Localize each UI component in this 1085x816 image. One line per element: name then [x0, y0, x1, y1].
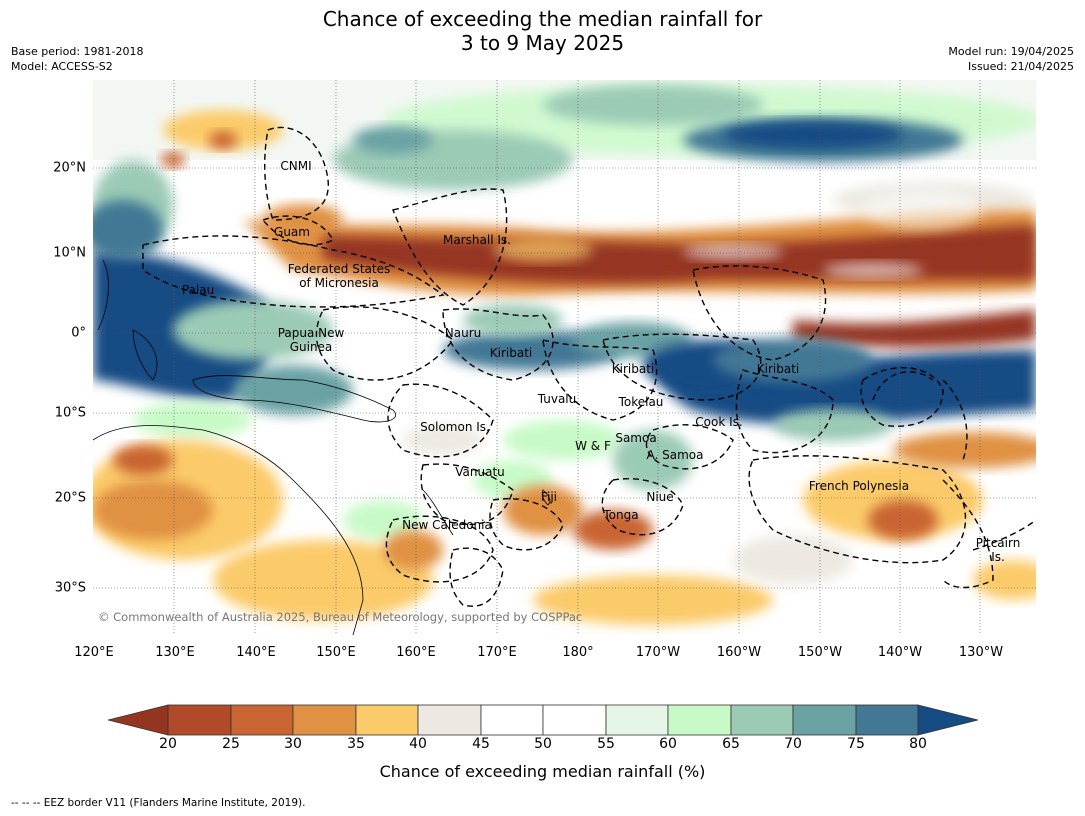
coastlines — [93, 259, 551, 635]
lon-label: 170°W — [635, 645, 681, 660]
lat-label: 0° — [71, 325, 86, 341]
place-label-frenchpoly: French Polynesia — [808, 479, 910, 493]
colorbar-tick: 75 — [847, 736, 865, 752]
place-label-tokelau: Tokelau — [618, 395, 664, 409]
place-label-nauru: Nauru — [444, 326, 482, 340]
place-label-cnmi: CNMI — [280, 159, 312, 173]
place-label-pitcairn: Pitcairn Is. — [976, 536, 1021, 564]
place-label-tonga: Tonga — [603, 508, 639, 522]
graticule — [93, 80, 1036, 635]
colorbar-segment — [355, 704, 419, 736]
colorbar-tick: 65 — [722, 736, 740, 752]
eez-footnote: -- -- -- EEZ border V11 (Flanders Marine… — [11, 797, 306, 809]
copyright-note: © Commonwealth of Australia 2025, Bureau… — [98, 610, 583, 624]
colorbar-segment — [792, 704, 857, 736]
colorbar-title: Chance of exceeding median rainfall (%) — [379, 762, 706, 781]
lat-label: 20°N — [53, 160, 86, 176]
place-label-tuvalu: Tuvalu — [537, 392, 577, 406]
place-label-vanuatu: Vanuatu — [455, 465, 505, 479]
colorbar-segment — [417, 704, 482, 736]
meta-right: Model run: 19/04/2025 Issued: 21/04/2025 — [948, 44, 1074, 74]
lat-label: 20°S — [54, 490, 86, 506]
colorbar-segment — [730, 704, 794, 736]
lon-label: 150°E — [316, 645, 356, 660]
place-label-samoa: Samoa — [615, 431, 657, 445]
place-label-png-line1: Papua New — [277, 326, 345, 340]
colorbar-tick: 25 — [222, 736, 240, 752]
title-line-1: Chance of exceeding the median rainfall … — [322, 7, 763, 31]
place-label-niue: Niue — [646, 490, 674, 504]
colorbar-segment — [167, 704, 232, 736]
lon-label: 160°E — [396, 645, 436, 660]
base-period: Base period: 1981-2018 — [11, 45, 144, 58]
place-label-asamoa: A. Samoa — [646, 448, 704, 462]
place-label-fsm: Federated States of Micronesia — [288, 262, 390, 290]
colorbar-extend-low — [108, 704, 169, 736]
colorbar — [108, 704, 978, 736]
lat-label: 30°S — [54, 580, 86, 596]
place-label-fsm-line1: Federated States — [287, 262, 391, 276]
lon-label: 150°W — [797, 645, 843, 660]
lon-label: 130°E — [155, 645, 195, 660]
place-label-cook: Cook Is. — [695, 415, 743, 429]
colorbar-segment — [292, 704, 357, 736]
colorbar-tick: 50 — [534, 736, 552, 752]
place-label-palau: Palau — [181, 283, 215, 297]
lat-label: 10°S — [54, 405, 86, 421]
colorbar-tick: 30 — [284, 736, 302, 752]
lat-label: 10°N — [53, 245, 86, 261]
place-label-newcal: New Caledonia — [402, 518, 492, 532]
place-label-guam: Guam — [274, 225, 310, 239]
lon-label: 130°W — [958, 645, 1004, 660]
colorbar-segment — [855, 704, 919, 736]
colorbar-segment — [667, 704, 732, 736]
issued-date: Issued: 21/04/2025 — [967, 60, 1074, 73]
lon-label: 170°E — [477, 645, 517, 660]
place-label-fiji: Fiji — [540, 490, 558, 504]
place-label-pitcairn-line1: Pitcairn — [975, 536, 1021, 550]
model-run: Model run: 19/04/2025 — [948, 45, 1074, 58]
lon-label: 180° — [562, 645, 594, 660]
colorbar-segment — [605, 704, 669, 736]
place-label-kiribati-east: Kiribati — [756, 362, 800, 376]
place-label-fsm-line2: of Micronesia — [299, 276, 379, 290]
place-label-png-line2: Guinea — [289, 340, 333, 354]
model-name: Model: ACCESS-S2 — [11, 60, 113, 73]
lon-label: 140°W — [877, 645, 923, 660]
colorbar-tick: 60 — [659, 736, 677, 752]
place-label-pitcairn-line2: Is. — [991, 550, 1005, 564]
colorbar-segment — [480, 704, 544, 736]
place-label-kiribati-central: Kiribati — [611, 362, 655, 376]
lon-label: 140°E — [236, 645, 276, 660]
colorbar-tick: 20 — [159, 736, 177, 752]
lon-label: 160°W — [716, 645, 762, 660]
eez-borders — [142, 126, 1036, 607]
place-label-png: Papua New Guinea — [278, 326, 345, 354]
colorbar-tick: 55 — [597, 736, 615, 752]
map-title: Chance of exceeding the median rainfall … — [0, 7, 1085, 55]
colorbar-tick: 35 — [347, 736, 365, 752]
colorbar-tick: 80 — [909, 736, 927, 752]
map-canvas — [93, 80, 1036, 635]
lon-label: 120°E — [74, 645, 114, 660]
place-label-marshall: Marshall Is. — [443, 233, 511, 247]
place-label-kiribati-west: Kiribati — [489, 346, 533, 360]
colorbar-tick: 40 — [409, 736, 427, 752]
colorbar-segment — [230, 704, 294, 736]
colorbar-extend-high — [917, 704, 978, 736]
colorbar-tick: 70 — [784, 736, 802, 752]
title-line-2: 3 to 9 May 2025 — [460, 31, 625, 55]
colorbar-segment — [542, 704, 607, 736]
rainfall-map — [93, 80, 1036, 635]
place-label-solomon: Solomon Is. — [420, 420, 490, 434]
meta-left: Base period: 1981-2018 Model: ACCESS-S2 — [11, 44, 143, 74]
colorbar-tick: 45 — [472, 736, 490, 752]
place-label-wf: W & F — [575, 439, 611, 453]
